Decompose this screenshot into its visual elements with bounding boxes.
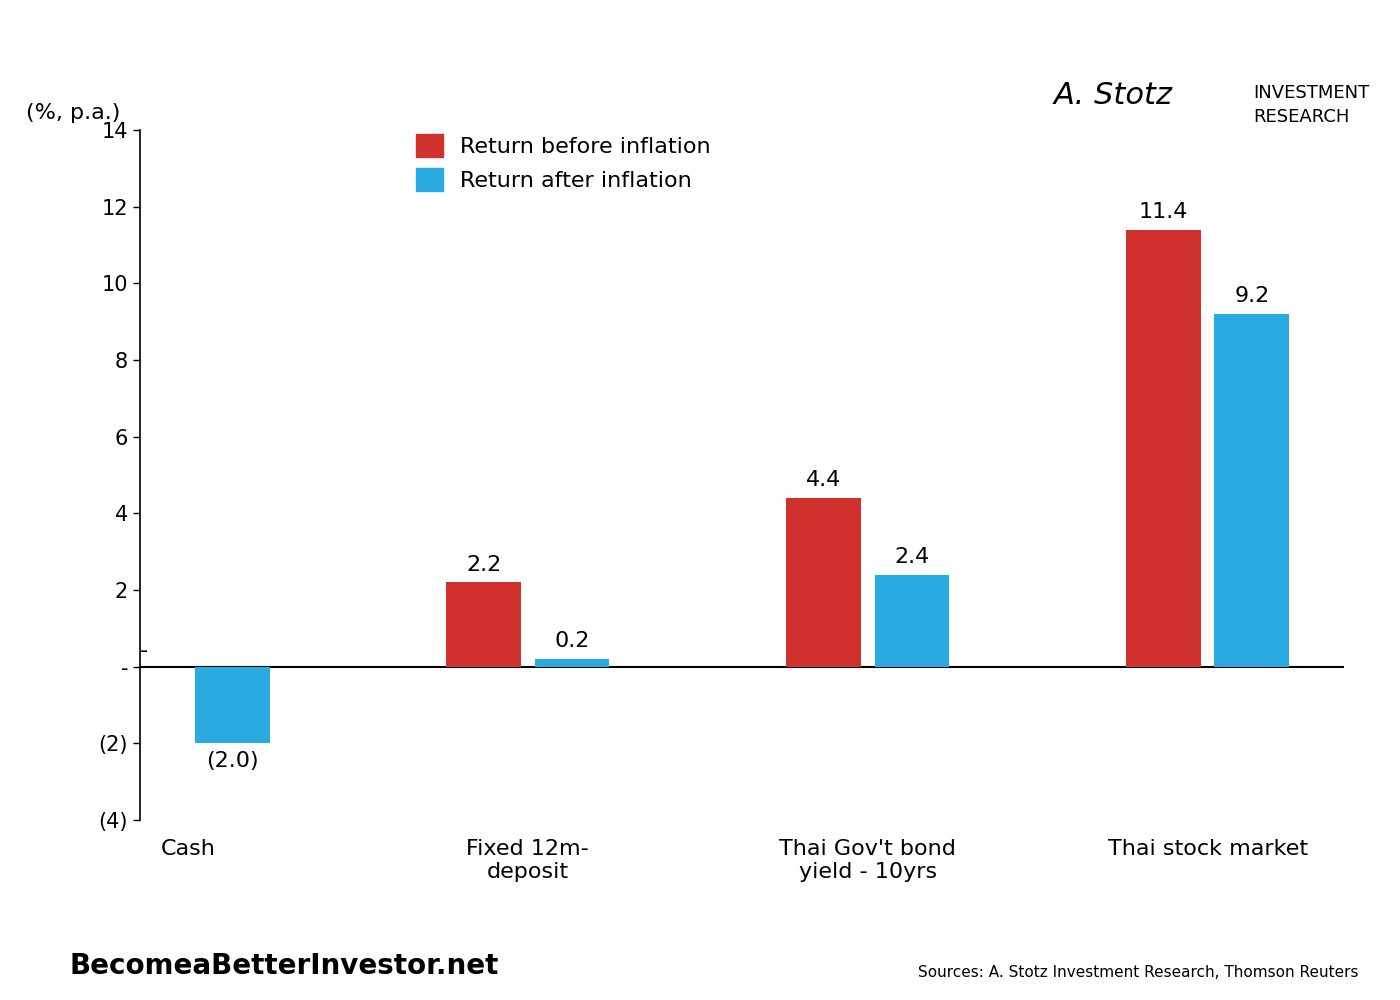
Text: Sources: A. Stotz Investment Research, Thomson Reuters: Sources: A. Stotz Investment Research, T… bbox=[917, 965, 1358, 980]
Text: Fixed 12m-
deposit: Fixed 12m- deposit bbox=[466, 839, 589, 882]
Text: 9.2: 9.2 bbox=[1235, 286, 1270, 306]
Text: 2.2: 2.2 bbox=[466, 555, 501, 575]
Text: 0.2: 0.2 bbox=[554, 631, 589, 651]
Legend: Return before inflation, Return after inflation: Return before inflation, Return after in… bbox=[416, 134, 711, 191]
Bar bbox=[1214, 314, 1289, 667]
Bar bbox=[875, 575, 949, 667]
Bar bbox=[195, 667, 270, 743]
Text: Thai Gov't bond
yield - 10yrs: Thai Gov't bond yield - 10yrs bbox=[780, 839, 956, 882]
Text: (%, p.a.): (%, p.a.) bbox=[25, 103, 120, 123]
Text: -: - bbox=[140, 641, 148, 661]
Text: Cash: Cash bbox=[161, 839, 216, 859]
Text: 11.4: 11.4 bbox=[1138, 202, 1189, 222]
Text: INVESTMENT
RESEARCH: INVESTMENT RESEARCH bbox=[1253, 84, 1369, 126]
Text: BecomeaBetterInvestor.net: BecomeaBetterInvestor.net bbox=[70, 952, 500, 980]
Bar bbox=[535, 659, 609, 667]
Text: Thai stock market: Thai stock market bbox=[1107, 839, 1308, 859]
Text: (2.0): (2.0) bbox=[206, 751, 259, 771]
Bar bbox=[787, 498, 861, 667]
Text: 2.4: 2.4 bbox=[895, 547, 930, 567]
Text: A. Stotz: A. Stotz bbox=[1053, 81, 1173, 109]
Text: 4.4: 4.4 bbox=[806, 470, 841, 490]
Bar bbox=[1126, 230, 1201, 667]
Bar bbox=[447, 582, 521, 667]
